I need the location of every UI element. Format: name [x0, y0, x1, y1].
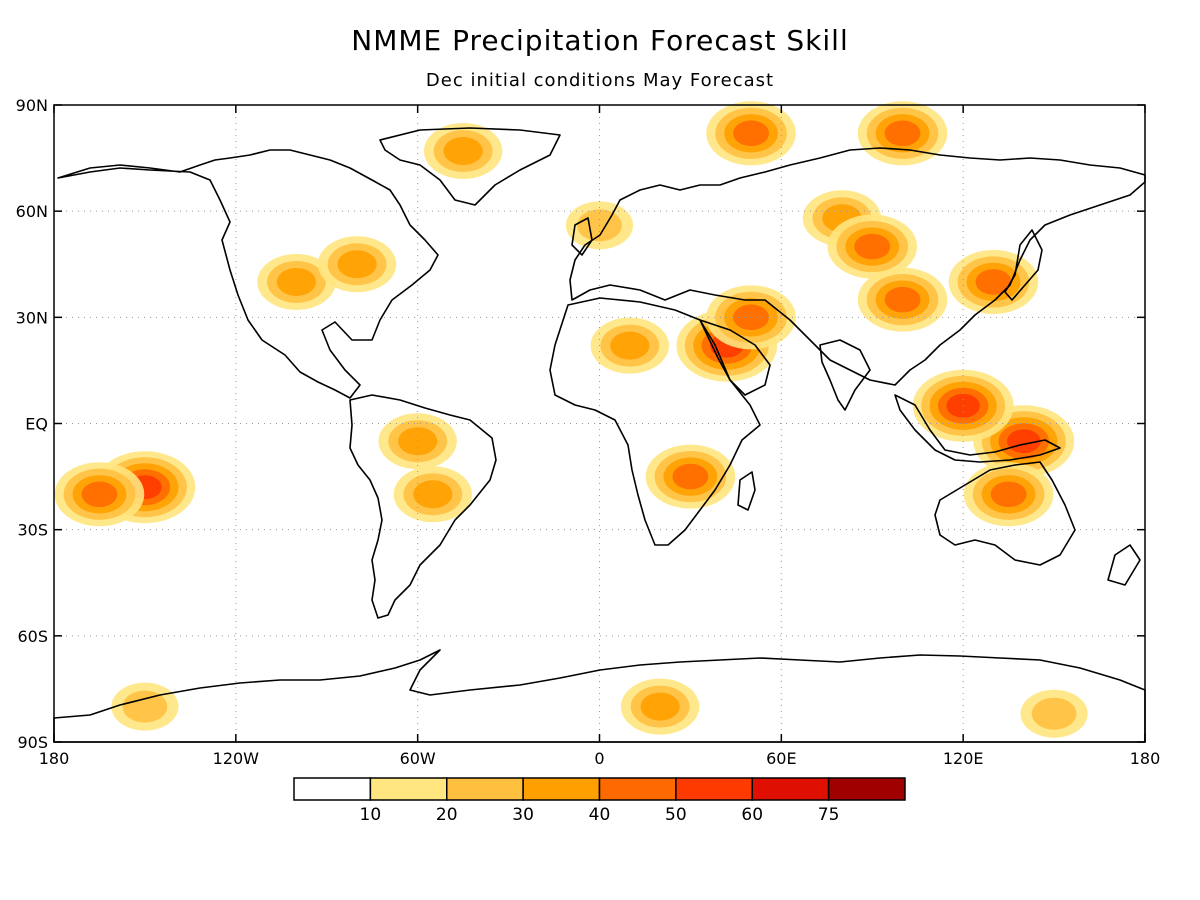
coastline-madagascar: [737, 471, 756, 511]
map-title: NMME Precipitation Forecast Skill: [351, 24, 849, 57]
skill-region: [640, 692, 680, 721]
colorbar-swatch: [751, 777, 830, 801]
colorbar-label: 40: [589, 805, 611, 825]
y-tick-label: 90N: [16, 96, 48, 115]
colorbar-label: 30: [512, 805, 534, 825]
colorbar-swatch: [675, 777, 753, 801]
coastline-africa: [549, 297, 761, 546]
colorbar-swatch: [598, 777, 677, 801]
coastline-arabia: [699, 319, 771, 396]
coastline-north-america: [57, 149, 439, 399]
skill-region: [733, 304, 769, 331]
colorbar-swatch: [446, 777, 524, 801]
y-tick-label: EQ: [25, 415, 48, 434]
skill-region: [854, 233, 891, 260]
colorbar-label: 60: [741, 805, 763, 825]
x-tick-label: 60E: [766, 749, 796, 768]
colorbar-label: 20: [436, 805, 458, 825]
x-tick-label: 60W: [400, 749, 436, 768]
x-tick-label: 120W: [213, 749, 260, 768]
skill-region: [733, 120, 769, 147]
map-subtitle: Dec initial conditions May Forecast: [425, 70, 775, 91]
coastline-india: [819, 339, 871, 411]
colorbar-label: 75: [818, 805, 840, 825]
skill-region: [884, 286, 921, 313]
y-tick-label: 30N: [16, 308, 48, 327]
skill-region: [975, 269, 1012, 295]
skill-region: [413, 480, 453, 509]
colorbar-swatch: [293, 777, 372, 801]
skill-region: [81, 481, 118, 508]
coastline-eurasia: [569, 147, 1146, 386]
skill-region: [884, 120, 921, 147]
x-tick-label: 120E: [943, 749, 984, 768]
coastlines: [53, 127, 1146, 743]
skill-region: [990, 481, 1027, 508]
coastline-greenland: [379, 127, 561, 206]
coastline-australia: [934, 461, 1076, 566]
colorbar: 10 20 30 40 50 60 75: [293, 777, 906, 825]
coastline-antarctica: [53, 649, 1146, 743]
y-tick-label: 60N: [16, 202, 48, 221]
skill-shading-layer: [54, 101, 1088, 738]
colorbar-swatch: [369, 777, 448, 801]
y-tick-label: 60S: [17, 627, 48, 646]
coastline-japan: [1004, 229, 1043, 301]
axis-ticks: 180 120W 60W 0 60E 120E 180 90N 60N 30N EQ 30S 60S 90…: [16, 96, 1161, 768]
skill-region: [276, 267, 317, 296]
coastline-new-zealand: [1107, 544, 1141, 586]
skill-region: [1006, 429, 1041, 454]
x-tick-label: 180: [1130, 749, 1161, 768]
colorbar-label: 50: [665, 805, 687, 825]
colorbar-swatch: [522, 777, 601, 801]
coastline-british-isles: [571, 217, 593, 256]
colorbar-label: 10: [360, 805, 382, 825]
coastline-se-asia: [894, 394, 1061, 463]
skill-region: [337, 250, 377, 279]
y-tick-label: 90S: [17, 733, 48, 752]
graticule: [54, 105, 1145, 742]
skill-region: [610, 331, 650, 360]
x-tick-label: 0: [594, 749, 604, 768]
skill-region: [672, 463, 709, 490]
coastline-south-america: [349, 394, 497, 619]
x-tick-label: 180: [39, 749, 70, 768]
skill-region: [1031, 697, 1077, 730]
y-tick-label: 30S: [17, 521, 48, 540]
colorbar-swatch: [827, 777, 906, 801]
skill-region: [122, 690, 168, 723]
skill-region: [443, 137, 483, 166]
